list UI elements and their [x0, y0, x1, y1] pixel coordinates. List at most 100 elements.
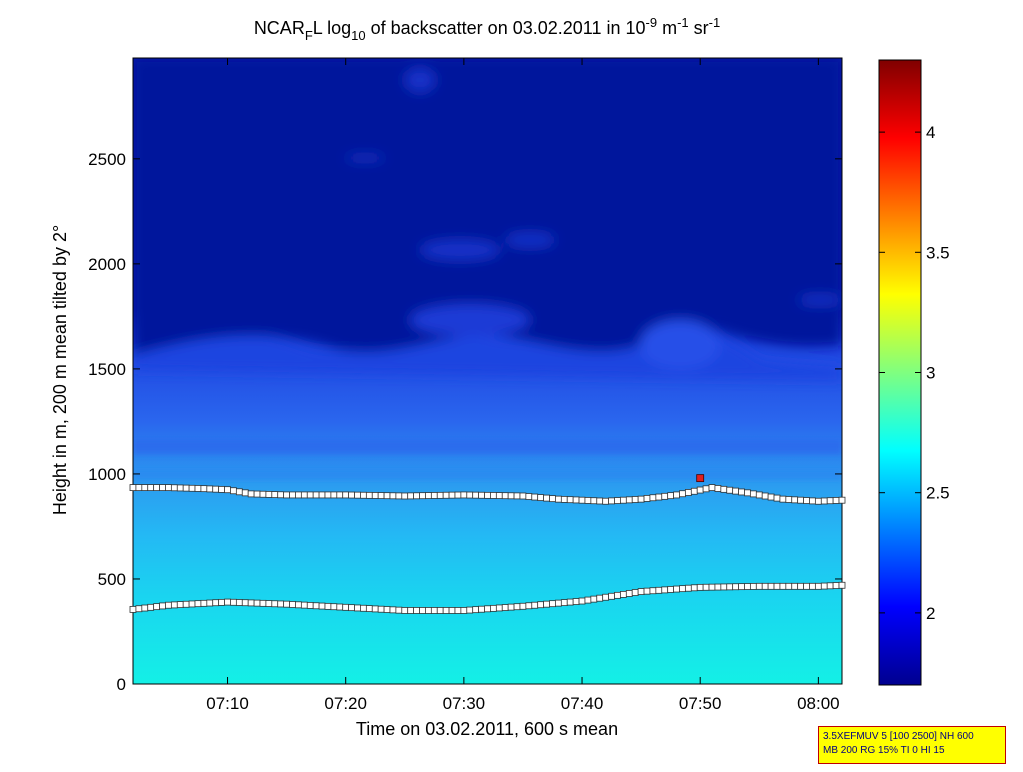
mixed-layer-marker	[809, 582, 816, 590]
bl-top-marker	[135, 484, 143, 491]
mixed-layer-marker	[655, 586, 663, 594]
bl-top-marker	[803, 497, 810, 504]
mixed-layer-marker	[318, 602, 326, 610]
mixed-layer-marker	[200, 599, 208, 607]
y-axis-label: Height in m, 200 m mean tilted by 2°	[50, 225, 70, 515]
mixed-layer-marker	[330, 603, 338, 611]
bl-top-marker	[360, 491, 367, 499]
mixed-layer-marker	[507, 603, 515, 611]
mixed-layer-marker	[165, 601, 172, 609]
mixed-layer-marker	[141, 604, 149, 612]
x-axis-ticks: 07:10 07:20 07:30 07:40 07:50 08:00	[206, 58, 840, 713]
mixed-layer-marker	[820, 582, 828, 590]
mixed-layer-marker	[194, 600, 202, 608]
bl-top-marker	[283, 491, 291, 499]
mixed-layer-marker	[702, 583, 710, 591]
mixed-layer-marker	[649, 587, 657, 595]
bl-top-marker	[490, 492, 497, 499]
mixed-layer-marker	[749, 583, 757, 590]
mixed-layer-marker	[466, 606, 474, 614]
bl-top-marker	[749, 490, 757, 498]
bl-top-marker	[147, 484, 155, 491]
mixed-layer-marker	[176, 601, 184, 608]
bl-top-marker	[797, 496, 805, 504]
bl-top-marker	[572, 496, 580, 504]
mixed-layer-marker	[241, 599, 249, 607]
mixed-layer-marker	[212, 599, 220, 607]
y-tick-label: 1500	[88, 360, 126, 379]
mixed-layer-marker	[501, 604, 509, 611]
mixed-layer-marker	[826, 582, 834, 590]
bl-top-marker	[684, 489, 692, 496]
mixed-layer-marker	[371, 605, 379, 613]
colorbar-tick-label: 4	[926, 123, 935, 142]
mixed-layer-marker	[673, 585, 680, 593]
bl-top-marker	[744, 489, 751, 497]
mixed-layer-marker	[395, 606, 403, 614]
mixed-layer-marker	[348, 604, 356, 612]
mixed-layer-marker	[596, 594, 604, 602]
bl-top-marker	[655, 493, 663, 501]
mixed-layer-marker	[259, 599, 267, 607]
mixed-layer-marker	[383, 606, 391, 613]
mixed-layer-marker	[300, 601, 308, 609]
mixed-layer-marker	[419, 607, 426, 614]
bl-top-marker	[785, 496, 793, 503]
mixed-layer-marker	[590, 595, 598, 603]
bl-top-marker	[448, 491, 456, 499]
bl-top-marker	[791, 496, 799, 504]
mixed-layer-marker	[578, 597, 586, 605]
bl-top-marker	[696, 486, 704, 494]
bl-top-marker	[230, 487, 237, 495]
bl-top-marker	[194, 485, 202, 492]
bl-top-marker	[602, 497, 610, 505]
mixed-layer-marker	[714, 583, 722, 591]
mixed-layer-marker	[312, 602, 320, 610]
mixed-layer-marker	[637, 588, 645, 595]
mixed-layer-marker	[306, 602, 314, 609]
mixed-layer-marker	[537, 601, 545, 609]
mixed-layer-marker	[684, 584, 692, 592]
mixed-layer-marker	[224, 598, 231, 606]
bl-top-marker	[543, 494, 550, 502]
bl-top-marker	[212, 485, 220, 493]
mixed-layer-marker	[566, 598, 574, 606]
bl-top-marker	[235, 488, 243, 496]
mixed-layer-marker	[791, 582, 799, 590]
mixed-layer-marker	[413, 607, 421, 614]
mixed-layer-marker	[407, 607, 415, 614]
mixed-layer-marker	[289, 601, 296, 608]
bl-top-marker	[176, 484, 184, 492]
mixed-layer-marker	[696, 583, 704, 591]
x-axis-label: Time on 03.02.2011, 600 s mean	[356, 719, 618, 739]
bl-top-marker	[383, 492, 391, 500]
mixed-layer-marker	[738, 583, 745, 591]
mixed-layer-marker	[690, 584, 698, 592]
y-tick-label: 1000	[88, 465, 126, 484]
mixed-layer-marker	[767, 582, 775, 590]
mixed-layer-marker	[667, 586, 675, 593]
outlier-marker	[696, 474, 705, 483]
bl-top-marker	[714, 485, 722, 492]
mixed-layer-marker	[271, 600, 279, 608]
mixed-layer-marker	[555, 599, 562, 607]
bl-top-marker	[590, 497, 598, 505]
mixed-layer-marker	[761, 582, 769, 590]
mixed-layer-marker	[147, 603, 155, 611]
bl-top-marker	[295, 491, 302, 499]
mixed-layer-marker	[584, 596, 592, 604]
bl-top-marker	[637, 495, 645, 503]
mixed-layer-marker	[430, 607, 438, 614]
bl-top-marker	[484, 491, 491, 499]
mixed-layer-marker	[549, 600, 556, 608]
bl-top-marker	[755, 491, 763, 499]
mixed-layer-marker	[602, 593, 610, 601]
bl-top-marker	[218, 486, 226, 493]
bl-top-marker	[649, 494, 657, 502]
bl-top-marker	[625, 496, 633, 504]
bl-top-marker	[519, 492, 527, 500]
mixed-layer-marker	[135, 605, 143, 613]
colorbar-ticks: 2 2.5 3 3.5 4	[879, 123, 950, 623]
mixed-layer-marker	[401, 607, 409, 614]
mixed-layer-marker	[153, 603, 161, 611]
